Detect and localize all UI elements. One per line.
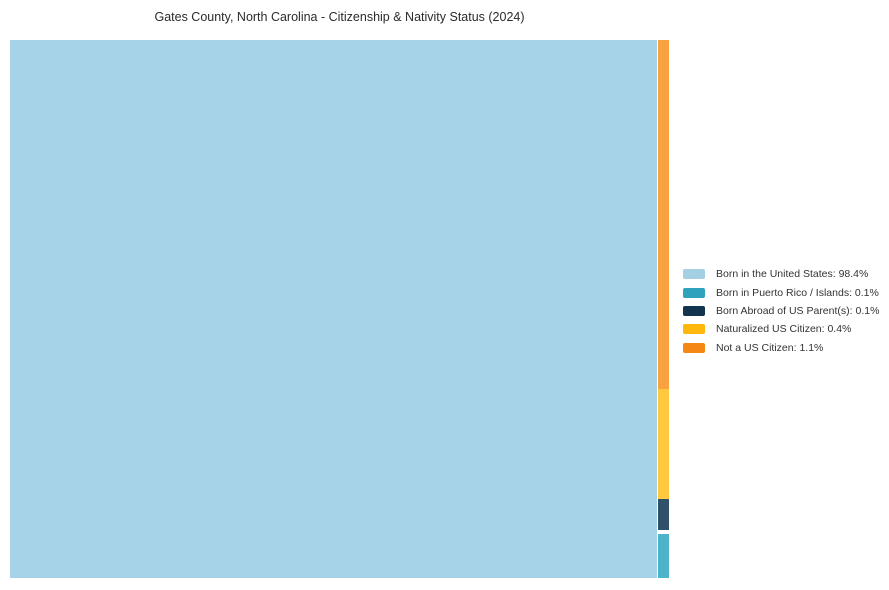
legend-item-label: Not a US Citizen: 1.1%	[716, 341, 824, 354]
legend-swatch-icon	[683, 305, 705, 316]
legend-item-not-us-citizen[interactable]: Not a US Citizen: 1.1%	[683, 339, 879, 357]
legend-swatch-icon	[683, 287, 705, 298]
treemap-tile-born-puerto-rico-islands[interactable]	[657, 533, 669, 578]
legend-item-label: Born Abroad of US Parent(s): 0.1%	[716, 304, 880, 317]
legend-swatch-icon	[683, 269, 705, 280]
legend-item-label: Born in the United States: 98.4%	[716, 268, 869, 281]
legend: Born in the United States: 98.4% Born in…	[683, 265, 879, 357]
treemap-plot-area	[10, 40, 669, 578]
treemap-tile-not-us-citizen[interactable]	[657, 40, 669, 389]
treemap-tile-born-abroad-us-parents[interactable]	[657, 499, 669, 530]
legend-item-naturalized-us-citizen[interactable]: Naturalized US Citizen: 0.4%	[683, 320, 879, 338]
treemap-tile-naturalized-us-citizen[interactable]	[657, 389, 669, 500]
legend-item-label: Born in Puerto Rico / Islands: 0.1%	[716, 286, 879, 299]
chart-title: Gates County, North Carolina - Citizensh…	[154, 10, 525, 24]
legend-item-born-in-us[interactable]: Born in the United States: 98.4%	[683, 265, 879, 283]
legend-swatch-icon	[683, 324, 705, 335]
legend-item-born-puerto-rico-islands[interactable]: Born in Puerto Rico / Islands: 0.1%	[683, 283, 879, 301]
legend-item-born-abroad-us-parents[interactable]: Born Abroad of US Parent(s): 0.1%	[683, 302, 879, 320]
legend-swatch-icon	[683, 342, 705, 353]
treemap-tile-born-in-us[interactable]	[10, 40, 657, 578]
legend-item-label: Naturalized US Citizen: 0.4%	[716, 323, 852, 336]
